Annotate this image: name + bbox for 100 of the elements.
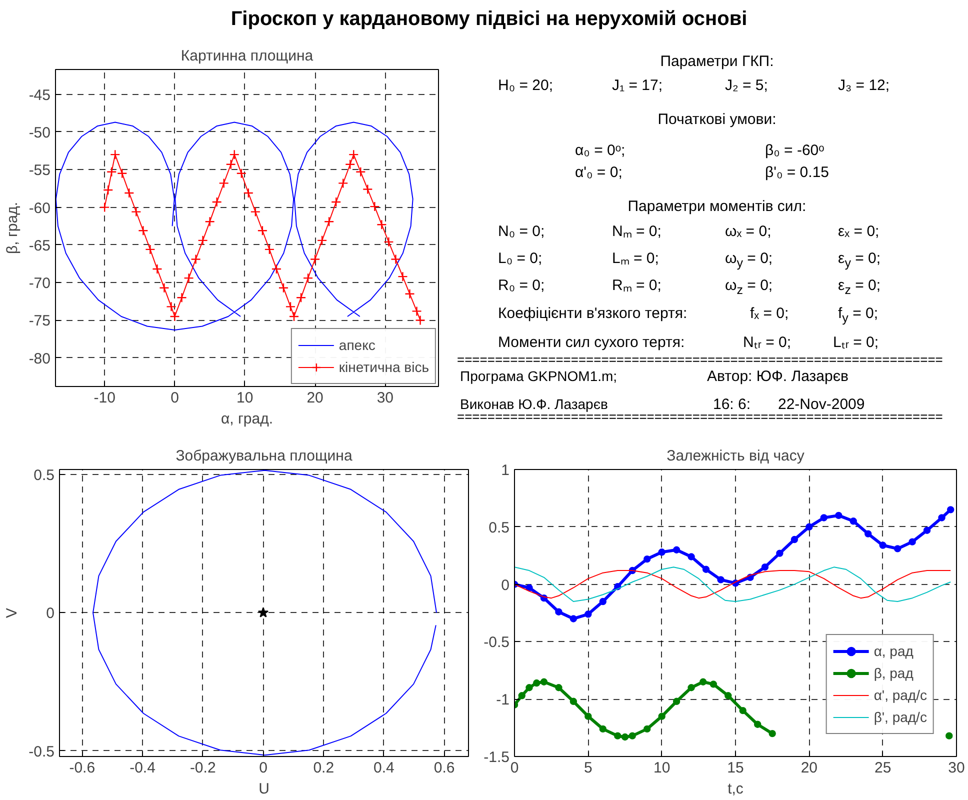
point [100,202,110,212]
point [820,514,828,522]
x-tick-label: 20 [800,760,818,776]
point [724,692,732,700]
point [138,226,148,236]
x-tick-label: 30 [376,390,394,406]
text: ω$_{y}$ = 0; [725,250,773,272]
point [644,725,651,733]
x-axis-title: t,c [728,780,744,798]
y-tick-label: -0.5 [484,634,510,652]
text: Lₘ = 0; [612,250,659,267]
point [190,254,201,264]
x-tick-label: 0 [259,760,268,776]
text: L₀ = 0; [498,250,542,267]
y-tick-label: -80 [28,350,51,368]
point [835,512,842,520]
point [296,292,306,303]
x-tick-label: 10 [653,760,670,776]
point [644,555,651,563]
point [176,292,187,303]
point [699,678,707,686]
x-tick-label: 10 [236,390,254,406]
point [806,523,813,530]
point [518,692,526,700]
text: fₓ = 0; [750,305,789,322]
text: εₓ = 0; [838,223,880,240]
point [555,608,562,616]
text: Початкові умови: [656,111,778,128]
point [131,206,142,217]
text: ε$_{z}$ = 0; [838,277,881,299]
point [288,311,300,322]
y-tick-label: -75 [28,312,51,330]
point [621,733,629,741]
point [376,220,387,230]
point [717,576,724,584]
y-tick-label: -0.5 [28,743,55,760]
point [908,538,916,546]
point [404,288,415,299]
point [412,306,422,316]
text: α₀ = 0ᵒ; [575,142,626,159]
x-tick-label: -0.6 [69,760,96,776]
text: J₁ = 17; [612,77,663,94]
text: Виконав Ю.Ф. Лазарєв [460,396,608,412]
x-tick-label: 0.4 [374,760,394,776]
point [688,553,695,560]
text: Параметри ГКП: [659,53,775,70]
point [672,698,680,705]
legend-label: α', рад/с [874,687,927,703]
text: ω$_{z}$ = 0; [725,277,773,299]
x-tick-label: 0.6 [434,760,455,776]
point [570,698,578,705]
point [688,684,695,692]
point [229,149,240,160]
text: Nₘ = 0; [612,223,662,240]
point [257,226,268,236]
point [345,159,356,170]
point [415,315,426,326]
text: J₂ = 5; [725,77,768,94]
text: H₀ = 20; [498,77,554,94]
y-tick-label: -45 [28,86,51,104]
point [152,264,162,274]
text: β'₀ = 0.15 [765,164,830,181]
point [285,302,296,312]
text: Моменти сил сухого тертя: [498,334,685,351]
text: 16: 6: [713,396,751,413]
point [540,678,548,686]
chart-title: Картинна площина [180,48,314,64]
text: Автор: ЮФ. Лазарєв [707,368,848,385]
point [103,184,114,196]
point [226,159,236,170]
point [236,168,246,179]
point [106,166,117,178]
point [526,584,533,592]
point [570,615,578,622]
point [198,235,208,246]
x-tick-label: 30 [948,760,965,776]
line-series [92,470,438,756]
point [584,610,592,618]
point [170,311,180,322]
point [316,235,328,246]
text: Програма GKPNOM1.m; [460,368,618,384]
point [324,216,334,227]
point [166,302,176,312]
y-tick-label: -65 [28,237,51,254]
y-tick-label: -60 [28,200,51,217]
x-tick-label: 25 [874,760,892,776]
point [754,720,762,728]
y-tick-label: 0 [46,605,54,622]
x-tick-label: -10 [94,390,116,406]
point [533,679,540,687]
text: Rₘ = 0; [612,277,662,294]
x-tick-label: 20 [306,390,324,406]
text: β₀ = -60ᵒ [765,142,824,159]
point [672,546,680,554]
point [243,188,254,198]
point [599,598,606,606]
point [584,712,592,720]
point [370,201,380,212]
text: ================================================================ [457,352,943,367]
legend-label: β', рад/с [874,709,927,725]
